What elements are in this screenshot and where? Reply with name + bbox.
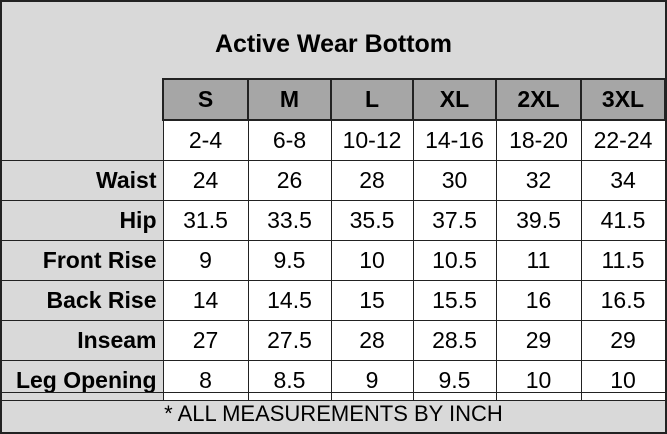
row-label: Waist bbox=[2, 160, 164, 201]
row-label: Leg Opening bbox=[2, 360, 164, 401]
table-cell: 8.5 bbox=[247, 360, 332, 401]
size-header: XL bbox=[412, 78, 497, 121]
row-label: Hip bbox=[2, 200, 164, 241]
table-cell: 30 bbox=[412, 160, 497, 201]
table-row: Waist 24 26 28 30 32 34 bbox=[2, 160, 665, 201]
row-label: Back Rise bbox=[2, 280, 164, 321]
table-cell: 15 bbox=[330, 280, 414, 321]
size-range: 14-16 bbox=[412, 119, 497, 161]
table-cell: 10 bbox=[330, 240, 414, 281]
table-cell: 39.5 bbox=[495, 200, 582, 241]
table-row: Hip 31.5 33.5 35.5 37.5 39.5 41.5 bbox=[2, 200, 665, 241]
table-cell: 10 bbox=[495, 360, 582, 401]
table-cell: 14 bbox=[162, 280, 249, 321]
size-range: 10-12 bbox=[330, 119, 414, 161]
table-cell: 27.5 bbox=[247, 320, 332, 361]
footer-note: * ALL MEASUREMENTS BY INCH bbox=[2, 392, 665, 432]
size-range: 6-8 bbox=[247, 119, 332, 161]
row-label: Front Rise bbox=[2, 240, 164, 281]
table-cell: 10 bbox=[580, 360, 665, 401]
size-table: S M L XL 2XL 3XL 2-4 6-8 10-12 14-16 18-20 22-24 Wai… bbox=[2, 78, 665, 401]
table-cell: 37.5 bbox=[412, 200, 497, 241]
size-header: M bbox=[247, 78, 332, 121]
table-cell: 28 bbox=[330, 320, 414, 361]
size-header-row: S M L XL 2XL 3XL bbox=[2, 78, 665, 121]
chart-title: Active Wear Bottom bbox=[214, 30, 453, 58]
table-cell: 26 bbox=[247, 160, 332, 201]
table-cell: 31.5 bbox=[162, 200, 249, 241]
table-cell: 11 bbox=[495, 240, 582, 281]
table-row: Leg Opening 8 8.5 9 9.5 10 10 bbox=[2, 360, 665, 401]
table-cell: 28 bbox=[330, 160, 414, 201]
table-cell: 16 bbox=[495, 280, 582, 321]
size-range: 22-24 bbox=[580, 119, 665, 161]
table-row: Inseam 27 27.5 28 28.5 29 29 bbox=[2, 320, 665, 361]
table-row: Front Rise 9 9.5 10 10.5 11 11.5 bbox=[2, 240, 665, 281]
table-cell: 41.5 bbox=[580, 200, 665, 241]
size-header: S bbox=[162, 78, 249, 121]
table-cell: 15.5 bbox=[412, 280, 497, 321]
table-cell: 9 bbox=[162, 240, 249, 281]
table-cell: 24 bbox=[162, 160, 249, 201]
blank-cell bbox=[2, 79, 163, 120]
table-cell: 28.5 bbox=[412, 320, 497, 361]
table-row: Back Rise 14 14.5 15 15.5 16 16.5 bbox=[2, 280, 665, 321]
size-range: 18-20 bbox=[495, 119, 582, 161]
size-range-row: 2-4 6-8 10-12 14-16 18-20 22-24 bbox=[2, 119, 665, 161]
table-cell: 29 bbox=[580, 320, 665, 361]
table-cell: 34 bbox=[580, 160, 665, 201]
table-cell: 27 bbox=[162, 320, 249, 361]
size-range: 2-4 bbox=[162, 119, 249, 161]
table-cell: 9.5 bbox=[247, 240, 332, 281]
size-header: 2XL bbox=[495, 78, 582, 121]
size-header: 3XL bbox=[580, 78, 665, 121]
table-cell: 35.5 bbox=[330, 200, 414, 241]
table-cell: 16.5 bbox=[580, 280, 665, 321]
table-cell: 10.5 bbox=[412, 240, 497, 281]
blank-cell bbox=[2, 120, 163, 161]
table-cell: 11.5 bbox=[580, 240, 665, 281]
table-cell: 9.5 bbox=[412, 360, 497, 401]
size-header: L bbox=[330, 78, 414, 121]
table-cell: 29 bbox=[495, 320, 582, 361]
table-cell: 33.5 bbox=[247, 200, 332, 241]
table-cell: 9 bbox=[330, 360, 414, 401]
table-cell: 14.5 bbox=[247, 280, 332, 321]
table-cell: 32 bbox=[495, 160, 582, 201]
row-label: Inseam bbox=[2, 320, 164, 361]
